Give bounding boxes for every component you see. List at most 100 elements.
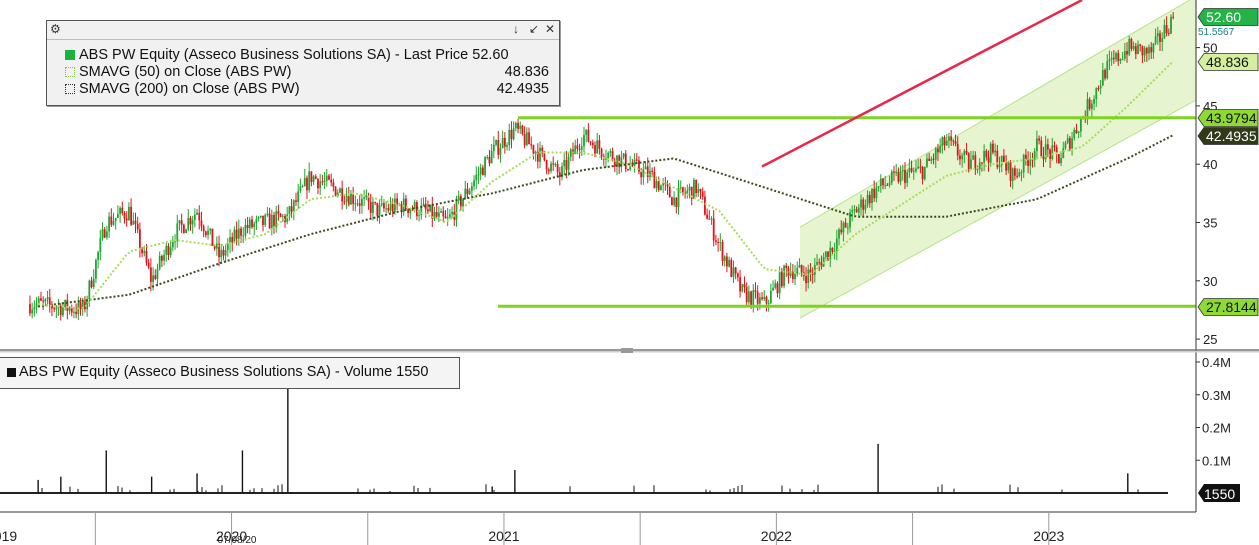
candle-body <box>1093 99 1095 104</box>
price-legend[interactable]: ⚙ ↓ ↙ ✕ ABS PW Equity (Asseco Business S… <box>46 20 560 106</box>
price-tag: 48.836 <box>1197 53 1259 71</box>
panel-divider[interactable] <box>0 348 1259 353</box>
candle-body <box>860 199 862 208</box>
x-axis: 2019 2020 2021 2022 2023 07/08/20 <box>0 511 1196 545</box>
candle-body <box>888 182 891 185</box>
candle-body <box>800 264 803 273</box>
candle-body <box>1042 156 1045 160</box>
candle-body <box>750 291 752 305</box>
legend-header: ⚙ ↓ ↙ ✕ <box>47 21 559 40</box>
candle-body <box>253 223 256 228</box>
candle-body <box>912 170 915 172</box>
candle-body <box>134 220 137 224</box>
candle-body <box>769 290 772 304</box>
candle-body <box>613 159 616 167</box>
candle-body <box>712 218 715 241</box>
candle-body <box>838 229 840 239</box>
candle-body <box>721 242 724 262</box>
volume-bars <box>0 362 1168 494</box>
candle-body <box>917 166 920 169</box>
candle-body <box>240 228 242 236</box>
candle-body <box>1088 99 1091 109</box>
candle-body <box>180 220 183 225</box>
candle-body <box>556 164 559 173</box>
candle-body <box>468 190 471 195</box>
candle-body <box>479 167 482 175</box>
candle-body <box>796 267 799 274</box>
arrow-shrink-icon[interactable]: ↙ <box>529 22 540 36</box>
candle-body <box>567 156 570 170</box>
candle-body <box>734 267 737 274</box>
candle-body <box>952 140 955 142</box>
channel-lower-line <box>799 99 1197 319</box>
candle-body <box>662 183 665 186</box>
candle-body <box>967 153 970 170</box>
candle-body <box>846 227 849 229</box>
candle-body <box>446 217 449 219</box>
candle-body <box>1117 53 1120 62</box>
candle-body <box>741 284 744 292</box>
candle-body <box>1139 44 1142 46</box>
candle-body <box>156 268 159 279</box>
candle-body <box>1035 138 1038 152</box>
gear-icon[interactable]: ⚙ <box>50 22 61 36</box>
candle-body <box>345 196 348 202</box>
candle-body <box>972 155 975 160</box>
candle-body <box>970 159 972 170</box>
candle-body <box>288 206 291 215</box>
price-candles <box>29 11 1175 321</box>
candle-body <box>679 187 682 189</box>
candle-body <box>675 197 678 208</box>
candle-body <box>871 189 873 204</box>
candle-body <box>242 235 245 237</box>
candle-body <box>959 155 961 160</box>
pin-icon[interactable]: ↓ <box>513 22 519 36</box>
candle-body <box>273 214 275 228</box>
candle-body <box>517 122 519 129</box>
candle-body <box>879 178 882 187</box>
legend-row-sma200: SMAVG (200) on Close (ABS PW) 42.4935 <box>55 81 549 98</box>
candle-body <box>778 271 781 294</box>
candle-body <box>1156 33 1159 37</box>
candle-body <box>193 214 196 221</box>
candle-body <box>747 291 750 303</box>
candle-body <box>1068 138 1071 149</box>
candle-body <box>418 215 421 217</box>
candle-body <box>431 204 434 219</box>
trend-line[interactable] <box>761 0 1083 168</box>
candle-body <box>270 214 273 229</box>
candle-body <box>1046 144 1049 150</box>
candle-body <box>1022 154 1025 173</box>
candle-body <box>640 171 643 178</box>
candle-body <box>158 255 161 269</box>
candle-body <box>466 188 469 195</box>
candle-body <box>383 203 385 209</box>
candle-body <box>103 229 106 238</box>
candle-body <box>317 178 319 189</box>
candle-body <box>259 215 262 218</box>
candle-body <box>657 181 660 191</box>
candle-body <box>996 150 999 168</box>
candle-body <box>1079 118 1082 132</box>
candle-body <box>226 244 229 251</box>
candle-body <box>123 213 126 219</box>
close-icon[interactable]: ✕ <box>545 22 556 36</box>
candle-body <box>437 212 440 217</box>
candle-body <box>448 214 451 218</box>
candle-body <box>376 202 379 216</box>
candle-body <box>690 186 693 200</box>
candle-body <box>117 213 119 218</box>
volume-legend[interactable]: ABS PW Equity (Asseco Business Solutions… <box>0 357 460 389</box>
candle-body <box>1077 131 1080 133</box>
candle-body <box>965 150 968 154</box>
candle-body <box>624 153 627 170</box>
candle-body <box>442 211 445 217</box>
candle-body <box>174 241 176 243</box>
candle-body <box>473 180 475 187</box>
candle-body <box>886 184 889 186</box>
candle-body <box>660 185 662 191</box>
candle-body <box>1057 154 1060 164</box>
candle-body <box>827 251 829 260</box>
candle-body <box>1137 44 1139 55</box>
candle-body <box>1172 16 1175 18</box>
